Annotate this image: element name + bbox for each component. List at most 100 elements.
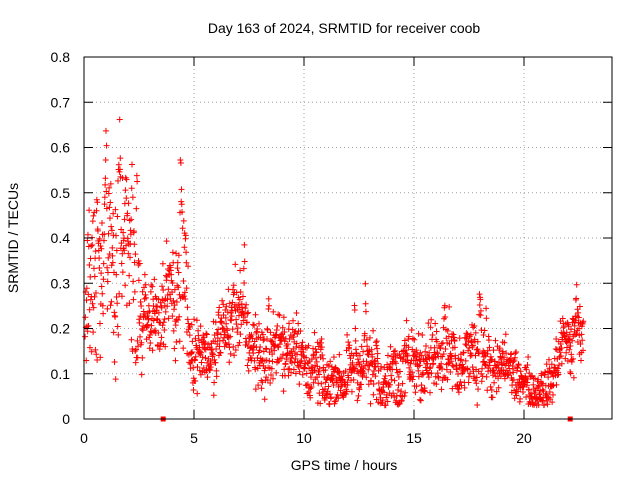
data-point — [285, 366, 292, 373]
data-point — [545, 374, 552, 381]
data-point — [132, 347, 139, 354]
data-point — [131, 228, 138, 235]
data-point — [452, 355, 459, 362]
data-point — [178, 186, 185, 193]
data-point — [254, 354, 261, 361]
data-point — [354, 356, 361, 363]
data-point — [83, 297, 90, 304]
data-point — [169, 279, 176, 286]
data-point — [493, 388, 500, 395]
data-point — [241, 258, 248, 265]
data-point — [101, 201, 108, 208]
data-point — [181, 244, 188, 251]
y-tick-label: 0.4 — [51, 230, 71, 246]
data-point — [502, 331, 509, 338]
data-point — [475, 386, 482, 393]
data-point — [104, 278, 111, 285]
data-point — [474, 338, 481, 345]
data-point — [102, 127, 109, 134]
data-point — [370, 327, 377, 334]
data-point — [196, 367, 203, 374]
data-point — [416, 362, 423, 369]
data-point — [444, 327, 451, 334]
data-point — [580, 347, 587, 354]
data-point — [353, 350, 360, 357]
data-point — [105, 254, 112, 261]
data-point — [374, 360, 381, 367]
data-point — [507, 359, 514, 366]
data-point — [375, 379, 382, 386]
data-point — [460, 349, 467, 356]
data-point — [464, 365, 471, 372]
data-point — [237, 267, 244, 274]
data-point — [362, 280, 369, 287]
data-point — [548, 361, 555, 368]
data-point — [225, 334, 232, 341]
data-point — [384, 398, 391, 405]
data-point — [438, 386, 445, 393]
data-point — [290, 366, 297, 373]
data-point — [457, 378, 464, 385]
data-point — [514, 365, 521, 372]
data-point — [432, 354, 439, 361]
data-point — [228, 317, 235, 324]
data-point — [101, 194, 108, 201]
data-point — [472, 329, 479, 336]
data-point — [197, 323, 204, 330]
data-point — [305, 342, 312, 349]
data-point — [328, 363, 335, 370]
data-point — [126, 217, 133, 224]
data-point — [435, 373, 442, 380]
data-point — [373, 342, 380, 349]
data-point — [449, 385, 456, 392]
data-point — [245, 338, 252, 345]
data-point — [162, 308, 169, 315]
data-point — [363, 374, 370, 381]
y-tick-label: 0.6 — [51, 140, 71, 156]
data-point — [263, 357, 270, 364]
data-point — [122, 242, 129, 249]
data-point — [415, 367, 422, 374]
data-point — [104, 305, 111, 312]
data-point — [374, 345, 381, 352]
data-point — [138, 302, 145, 309]
data-point — [90, 329, 97, 336]
data-point — [163, 277, 170, 284]
x-tick-label: 20 — [516, 430, 532, 446]
data-point — [183, 285, 190, 292]
data-point — [171, 286, 178, 293]
data-point — [501, 339, 508, 346]
data-point — [318, 336, 325, 343]
data-point — [197, 371, 204, 378]
data-point — [213, 373, 220, 380]
data-point — [568, 358, 575, 365]
data-point — [116, 116, 123, 123]
data-point — [105, 230, 112, 237]
data-point — [457, 357, 464, 364]
data-point — [240, 265, 247, 272]
data-point — [535, 401, 542, 408]
data-point — [425, 370, 432, 377]
data-point — [241, 241, 248, 248]
data-point — [470, 324, 477, 331]
data-point — [472, 352, 479, 359]
data-point — [190, 375, 197, 382]
data-point — [336, 368, 343, 375]
data-point — [235, 301, 242, 308]
data-point — [478, 378, 485, 385]
data-point — [194, 390, 201, 397]
data-point — [136, 319, 143, 326]
data-point — [279, 324, 286, 331]
data-point — [244, 310, 251, 317]
data-point — [119, 269, 126, 276]
data-point — [365, 351, 372, 358]
data-point — [169, 313, 176, 320]
data-point — [229, 286, 236, 293]
data-point — [316, 390, 323, 397]
data-point — [251, 357, 258, 364]
data-point — [245, 367, 252, 374]
data-point — [139, 354, 146, 361]
data-point — [159, 283, 166, 290]
data-point — [434, 350, 441, 357]
data-point — [409, 376, 416, 383]
